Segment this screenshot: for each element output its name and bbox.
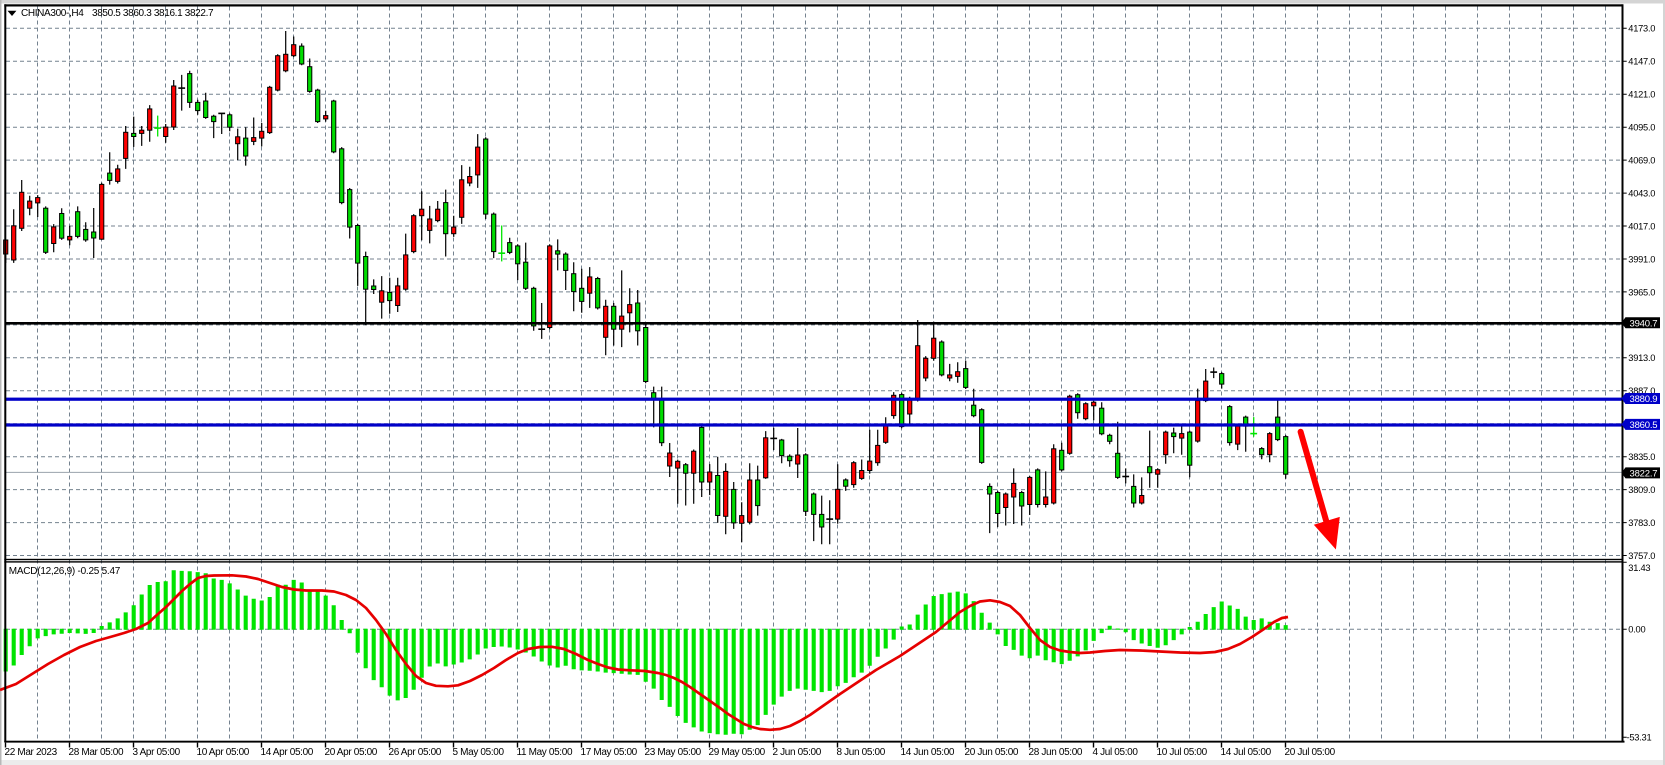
svg-text:22 Mar 2023: 22 Mar 2023 xyxy=(5,747,58,758)
svg-text:20 Jun 05:00: 20 Jun 05:00 xyxy=(965,747,1019,758)
svg-text:0.00: 0.00 xyxy=(1628,625,1645,635)
svg-text:14 Jun 05:00: 14 Jun 05:00 xyxy=(901,747,955,758)
svg-text:3809.0: 3809.0 xyxy=(1628,485,1655,495)
svg-text:3835.0: 3835.0 xyxy=(1628,452,1655,462)
svg-text:28 Mar 05:00: 28 Mar 05:00 xyxy=(69,747,125,758)
svg-text:3940.7: 3940.7 xyxy=(1630,318,1658,329)
svg-text:2 Jun 05:00: 2 Jun 05:00 xyxy=(773,747,822,758)
svg-text:4017.0: 4017.0 xyxy=(1628,221,1655,231)
svg-text:MACD(12,26,9) -0.25 5.47: MACD(12,26,9) -0.25 5.47 xyxy=(9,566,121,577)
svg-text:3822.7: 3822.7 xyxy=(1630,469,1658,480)
svg-text:4 Jul 05:00: 4 Jul 05:00 xyxy=(1093,747,1139,758)
svg-text:3991.0: 3991.0 xyxy=(1628,254,1655,264)
svg-text:3860.5: 3860.5 xyxy=(1630,420,1658,431)
svg-text:3757.0: 3757.0 xyxy=(1628,551,1655,561)
svg-text:3 Apr 05:00: 3 Apr 05:00 xyxy=(133,747,181,758)
svg-text:4095.0: 4095.0 xyxy=(1628,123,1655,133)
svg-text:28 Jun 05:00: 28 Jun 05:00 xyxy=(1029,747,1083,758)
svg-text:10 Apr 05:00: 10 Apr 05:00 xyxy=(197,747,250,758)
svg-text:29 May 05:00: 29 May 05:00 xyxy=(709,747,766,758)
svg-text:3887.0: 3887.0 xyxy=(1628,386,1655,396)
svg-text:17 May 05:00: 17 May 05:00 xyxy=(581,747,638,758)
svg-text:5 May 05:00: 5 May 05:00 xyxy=(453,747,505,758)
svg-text:20 Apr 05:00: 20 Apr 05:00 xyxy=(325,747,378,758)
svg-text:4043.0: 4043.0 xyxy=(1628,189,1655,199)
svg-text:3880.9: 3880.9 xyxy=(1630,394,1658,405)
svg-text:3913.0: 3913.0 xyxy=(1628,353,1655,363)
svg-text:26 Apr 05:00: 26 Apr 05:00 xyxy=(389,747,442,758)
svg-text:14 Jul 05:00: 14 Jul 05:00 xyxy=(1221,747,1272,758)
svg-text:4121.0: 4121.0 xyxy=(1628,90,1655,100)
svg-text:31.43: 31.43 xyxy=(1628,563,1650,573)
svg-text:23 May 05:00: 23 May 05:00 xyxy=(645,747,702,758)
svg-text:20 Jul 05:00: 20 Jul 05:00 xyxy=(1285,747,1336,758)
svg-text:3965.0: 3965.0 xyxy=(1628,287,1655,297)
svg-text:4147.0: 4147.0 xyxy=(1628,57,1655,67)
svg-text:-53.31: -53.31 xyxy=(1627,733,1652,743)
svg-text:10 Jul 05:00: 10 Jul 05:00 xyxy=(1157,747,1208,758)
svg-text:11 May 05:00: 11 May 05:00 xyxy=(517,747,573,758)
svg-text:8 Jun 05:00: 8 Jun 05:00 xyxy=(837,747,886,758)
svg-text:CHINA300-,H4: CHINA300-,H4 xyxy=(21,8,84,19)
svg-text:4173.0: 4173.0 xyxy=(1628,24,1655,34)
svg-text:3850.5 3860.3 3816.1 3822.7: 3850.5 3860.3 3816.1 3822.7 xyxy=(92,8,214,19)
svg-text:14 Apr 05:00: 14 Apr 05:00 xyxy=(261,747,314,758)
svg-text:4069.0: 4069.0 xyxy=(1628,156,1655,166)
svg-text:3783.0: 3783.0 xyxy=(1628,518,1655,528)
